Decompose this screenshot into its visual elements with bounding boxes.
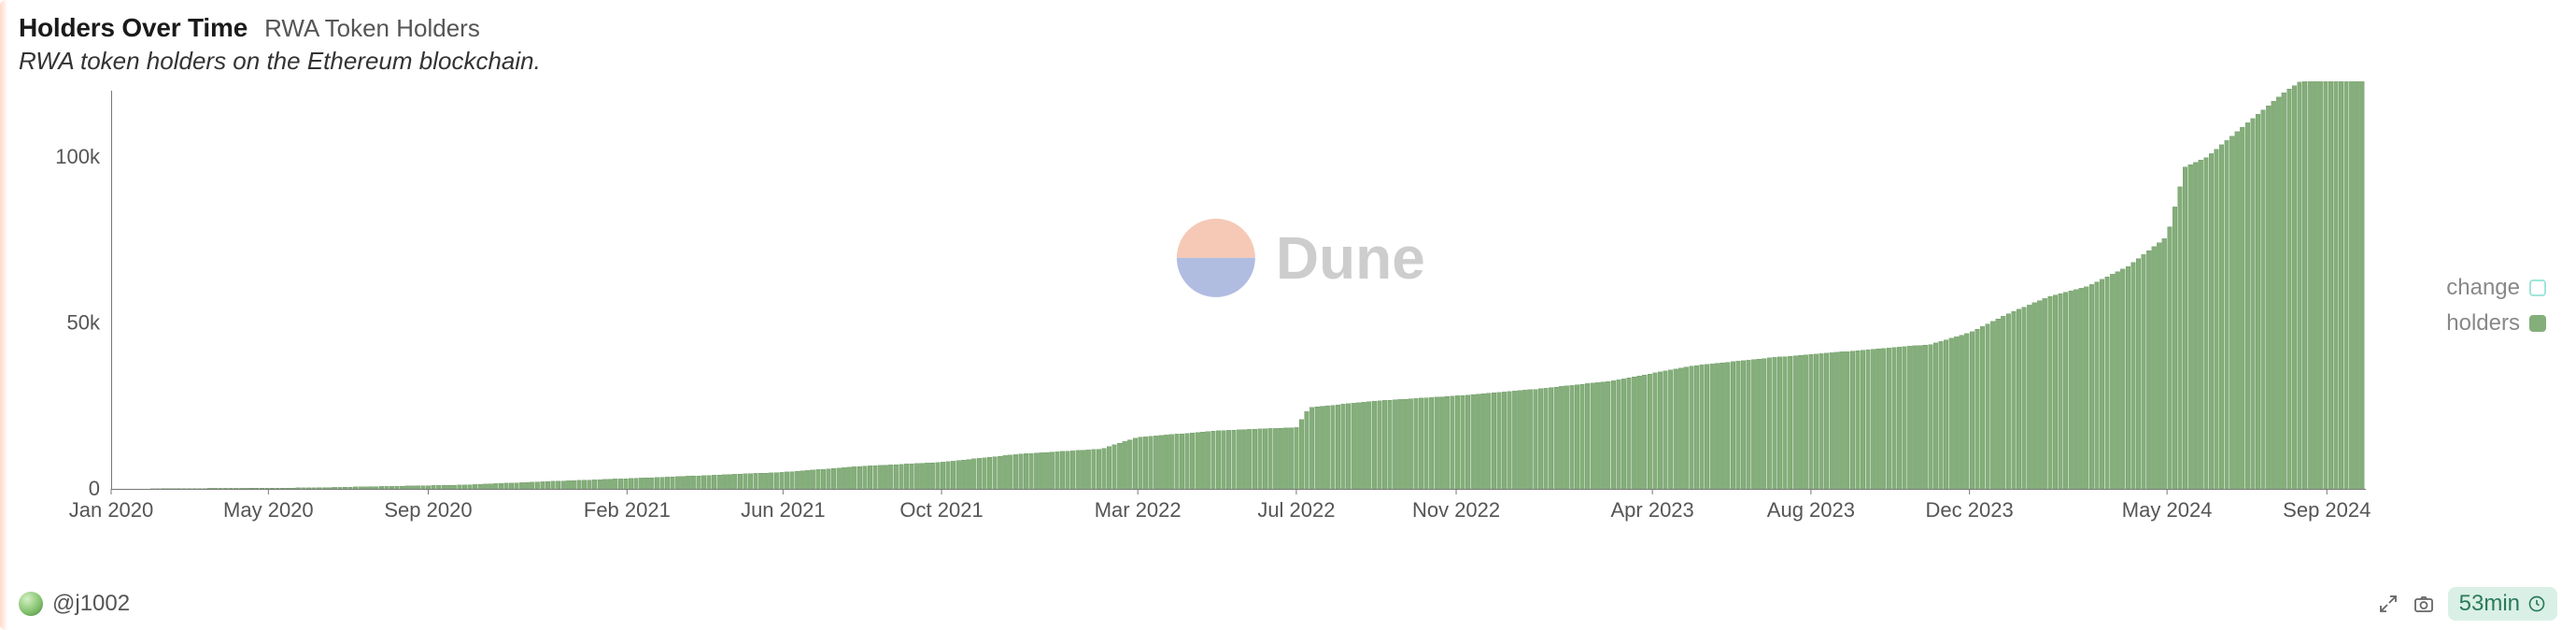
- chart-area: Dune 0 50k 100k Jan 2020 May 2020 Sep 2020 Feb …: [19, 81, 2380, 530]
- legend-item[interactable]: change: [2446, 275, 2546, 301]
- svg-text:Dec 2023: Dec 2023: [1926, 498, 2014, 522]
- svg-text:Mar 2022: Mar 2022: [1095, 498, 1182, 522]
- svg-text:Sep 2020: Sep 2020: [384, 498, 472, 522]
- expand-icon[interactable]: [2377, 593, 2399, 615]
- card-footer: @j1002 53min: [19, 587, 2557, 621]
- svg-text:May 2020: May 2020: [223, 498, 314, 522]
- footer-actions: 53min: [2377, 587, 2557, 621]
- bars-group: [150, 81, 2364, 489]
- chart-title: Holders Over Time: [19, 13, 248, 43]
- refresh-time-pill[interactable]: 53min: [2448, 587, 2557, 621]
- author[interactable]: @j1002: [19, 591, 130, 617]
- svg-text:Feb 2021: Feb 2021: [584, 498, 671, 522]
- legend-item[interactable]: holders: [2446, 310, 2546, 336]
- chart-row: Dune 0 50k 100k Jan 2020 May 2020 Sep 2020 Feb …: [0, 81, 2576, 530]
- chart-subtitle: RWA token holders on the Ethereum blockc…: [19, 47, 2557, 76]
- svg-text:Jan 2020: Jan 2020: [69, 498, 154, 522]
- chart-header: Holders Over Time RWA Token Holders RWA …: [0, 0, 2576, 81]
- author-handle: @j1002: [52, 591, 130, 617]
- camera-icon[interactable]: [2413, 593, 2435, 615]
- title-line: Holders Over Time RWA Token Holders: [19, 13, 2557, 43]
- svg-text:Oct 2021: Oct 2021: [899, 498, 983, 522]
- legend: change holders: [2380, 81, 2557, 530]
- svg-text:Nov 2022: Nov 2022: [1412, 498, 1500, 522]
- svg-text:100k: 100k: [55, 145, 101, 168]
- clock-icon: [2527, 594, 2546, 613]
- chart-title-secondary: RWA Token Holders: [264, 14, 480, 43]
- svg-text:Aug 2023: Aug 2023: [1767, 498, 1855, 522]
- legend-swatch: [2529, 315, 2546, 332]
- svg-text:Apr 2023: Apr 2023: [1610, 498, 1693, 522]
- svg-text:May 2024: May 2024: [2122, 498, 2213, 522]
- svg-text:Jun 2021: Jun 2021: [741, 498, 826, 522]
- svg-text:Sep 2024: Sep 2024: [2283, 498, 2371, 522]
- svg-text:Dune: Dune: [1276, 224, 1425, 292]
- legend-label: holders: [2446, 310, 2520, 336]
- svg-text:Jul 2022: Jul 2022: [1257, 498, 1335, 522]
- author-avatar: [19, 592, 43, 616]
- svg-text:50k: 50k: [67, 311, 101, 335]
- chart-svg: Dune 0 50k 100k Jan 2020 May 2020 Sep 2020 Feb …: [19, 81, 2380, 530]
- svg-text:0: 0: [89, 477, 100, 500]
- chart-card: Holders Over Time RWA Token Holders RWA …: [0, 0, 2576, 630]
- legend-swatch: [2529, 279, 2546, 296]
- legend-label: change: [2446, 275, 2520, 301]
- time-pill-text: 53min: [2459, 591, 2520, 617]
